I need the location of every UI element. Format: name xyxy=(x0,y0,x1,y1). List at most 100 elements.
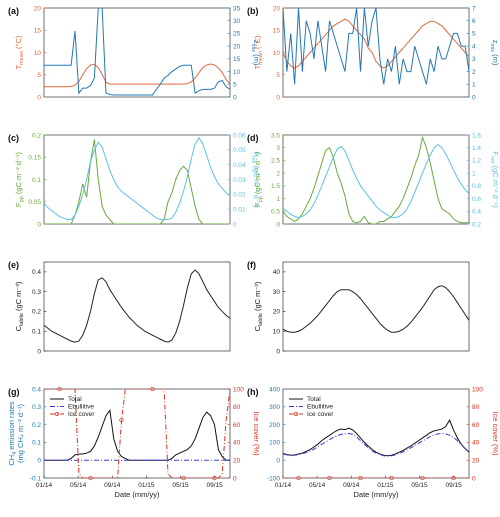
series-line-left xyxy=(283,135,469,224)
y-tick-label-right: 0.4 xyxy=(472,209,481,216)
ice-cover-marker xyxy=(327,475,332,481)
y-tick-label-right: 10 xyxy=(233,69,241,76)
y-axis-label-right: zmix (m) xyxy=(250,40,261,66)
plot-frame xyxy=(43,261,231,352)
series-line-ebullitive xyxy=(283,432,469,457)
x-tick-label: 05/14 xyxy=(70,482,87,489)
y-tick-label-right: 5 xyxy=(472,31,476,38)
y-tick-label-right: 0 xyxy=(472,94,476,101)
y-axis-label-right: Fres (gC m⁻² d⁻¹) xyxy=(489,151,500,208)
ice-cover-marker xyxy=(150,386,155,392)
panel-g: 01/14 05/14 09/14 01/15 05/15 09/15 Date (mm/y… xyxy=(7,386,261,499)
y-tick-label-right: 7 xyxy=(472,5,476,12)
y-tick-label-right: 0.01 xyxy=(233,206,246,213)
x-axis-label: Date (mm/yy) xyxy=(354,490,400,499)
y-tick-label-left: 10 xyxy=(273,329,281,336)
plot-frame xyxy=(282,134,470,225)
y-tick-label-right: 2 xyxy=(472,69,476,76)
y-tick-label-left: 0 xyxy=(37,221,41,228)
legend-entry: Ice cover xyxy=(307,411,334,418)
legend-entry: Total xyxy=(307,396,321,403)
series-line-right xyxy=(44,8,230,96)
series-line-left xyxy=(283,285,469,333)
panel-f: 0 10 20 30 40 Clabile (gC m⁻³) (f) xyxy=(247,260,470,355)
plot-frame xyxy=(43,134,231,225)
ice-cover-marker xyxy=(88,475,93,481)
y-tick-label-left: 0 xyxy=(276,221,280,228)
panel-e: 0 0.1 0.2 0.3 0.4 Clabile (gC m⁻³) (e) xyxy=(8,260,231,355)
y-tick-label-right: 5 xyxy=(233,82,237,89)
panel-label: (d) xyxy=(247,133,259,143)
y-tick-label-right: 30 xyxy=(233,18,241,25)
y-tick-label-right: 6 xyxy=(472,18,476,25)
ice-cover-marker xyxy=(296,475,301,481)
y-tick-label-left: 0.1 xyxy=(32,177,41,184)
y-tick-label-left: 0 xyxy=(276,348,280,355)
x-tick-label: 05/15 xyxy=(172,482,189,489)
y-axis-label-left: Tmean (°C) xyxy=(14,35,25,69)
y-tick-label-left: 2.5 xyxy=(271,158,280,165)
y-tick-label-left: 3 xyxy=(276,145,280,152)
y-tick-label-right: 1 xyxy=(472,170,476,177)
ice-cover-marker xyxy=(119,418,124,423)
panel-label: (e) xyxy=(8,260,19,270)
panel-h: 01/14 05/14 09/14 01/15 05/15 09/15 Date (mm/y… xyxy=(247,386,500,499)
y-tick-label-left: 400 xyxy=(269,386,280,393)
y-tick-label-right: 35 xyxy=(233,5,241,12)
y-tick-label-left: 15 xyxy=(34,28,42,35)
panel-d: 0 0.5 1 1.5 2 2.5 3 3.5 Fpp (gC m⁻² d⁻¹) 0.2 0.4 0.… xyxy=(247,132,500,228)
ice-cover-marker xyxy=(389,475,394,481)
y-tick-label-right: 0.2 xyxy=(472,221,481,228)
y-tick-label-left: 20 xyxy=(273,309,281,316)
x-tick-label: 01/15 xyxy=(377,482,394,489)
x-tick-label: 09/15 xyxy=(207,482,224,489)
series-line-total xyxy=(283,419,469,457)
series-line-right xyxy=(283,143,469,219)
ice-cover-marker xyxy=(57,386,62,392)
panel-label: (g) xyxy=(8,387,20,397)
y-axis-unit-left: (mg CH₄ m⁻² d⁻¹) xyxy=(16,404,25,463)
legend-entry: Ebullitive xyxy=(307,404,333,411)
x-tick-label: 01/14 xyxy=(36,482,53,489)
ice-cover-marker xyxy=(451,475,456,481)
y-axis-label-left: Fpp (gC m⁻² d⁻¹) xyxy=(253,152,264,207)
y-axis-label-left: Tmean (°C) xyxy=(253,35,264,69)
x-tick-label: 05/15 xyxy=(411,482,428,489)
y-tick-label-right: 40 xyxy=(233,440,241,447)
y-tick-label-left: 2 xyxy=(276,170,280,177)
y-tick-label-left: 0.5 xyxy=(271,209,280,216)
x-tick-label: 05/14 xyxy=(309,482,326,489)
y-tick-label-right: 0.04 xyxy=(233,162,246,169)
y-tick-label-left: 0 xyxy=(276,458,280,465)
legend-entry: Total xyxy=(68,396,82,403)
panel-label: (f) xyxy=(247,260,256,270)
y-tick-label-right: 40 xyxy=(472,440,480,447)
x-axis-label: Date (mm/yy) xyxy=(115,490,161,499)
y-tick-label-right: 0 xyxy=(233,94,237,101)
y-tick-label-right: 0.02 xyxy=(233,192,246,199)
y-tick-label-left: -100 xyxy=(267,475,280,482)
y-tick-label-right: 100 xyxy=(233,386,244,393)
y-tick-label-left: -0.1 xyxy=(30,475,42,482)
y-axis-label-left: CH4 emission rates xyxy=(7,401,18,466)
y-tick-label-left: 5 xyxy=(276,72,280,79)
y-tick-label-left: 0 xyxy=(37,94,41,101)
y-tick-label-left: 0.4 xyxy=(32,386,41,393)
y-tick-label-left: 40 xyxy=(273,269,281,276)
x-tick-label: 09/14 xyxy=(343,482,360,489)
y-tick-label-left: 0.1 xyxy=(32,440,41,447)
y-tick-label-left: 0 xyxy=(37,458,41,465)
y-tick-label-right: 100 xyxy=(472,386,483,393)
y-tick-label-right: 20 xyxy=(233,43,241,50)
panel-b: 0 5 10 15 20 Tmean (°C) 0 1 2 3 4 5 6 7 zmix (m) (b) xyxy=(247,5,500,101)
y-tick-label-left: 0.1 xyxy=(32,329,41,336)
y-tick-label-left: 5 xyxy=(37,72,41,79)
y-tick-label-left: 20 xyxy=(273,5,281,12)
y-tick-label-right: 0.6 xyxy=(472,196,481,203)
y-tick-label-right: 1.2 xyxy=(472,158,481,165)
y-tick-label-left: 0.2 xyxy=(32,132,41,139)
ice-cover-marker xyxy=(181,475,186,481)
y-tick-label-left: 0 xyxy=(37,348,41,355)
ice-cover-marker xyxy=(212,475,217,481)
